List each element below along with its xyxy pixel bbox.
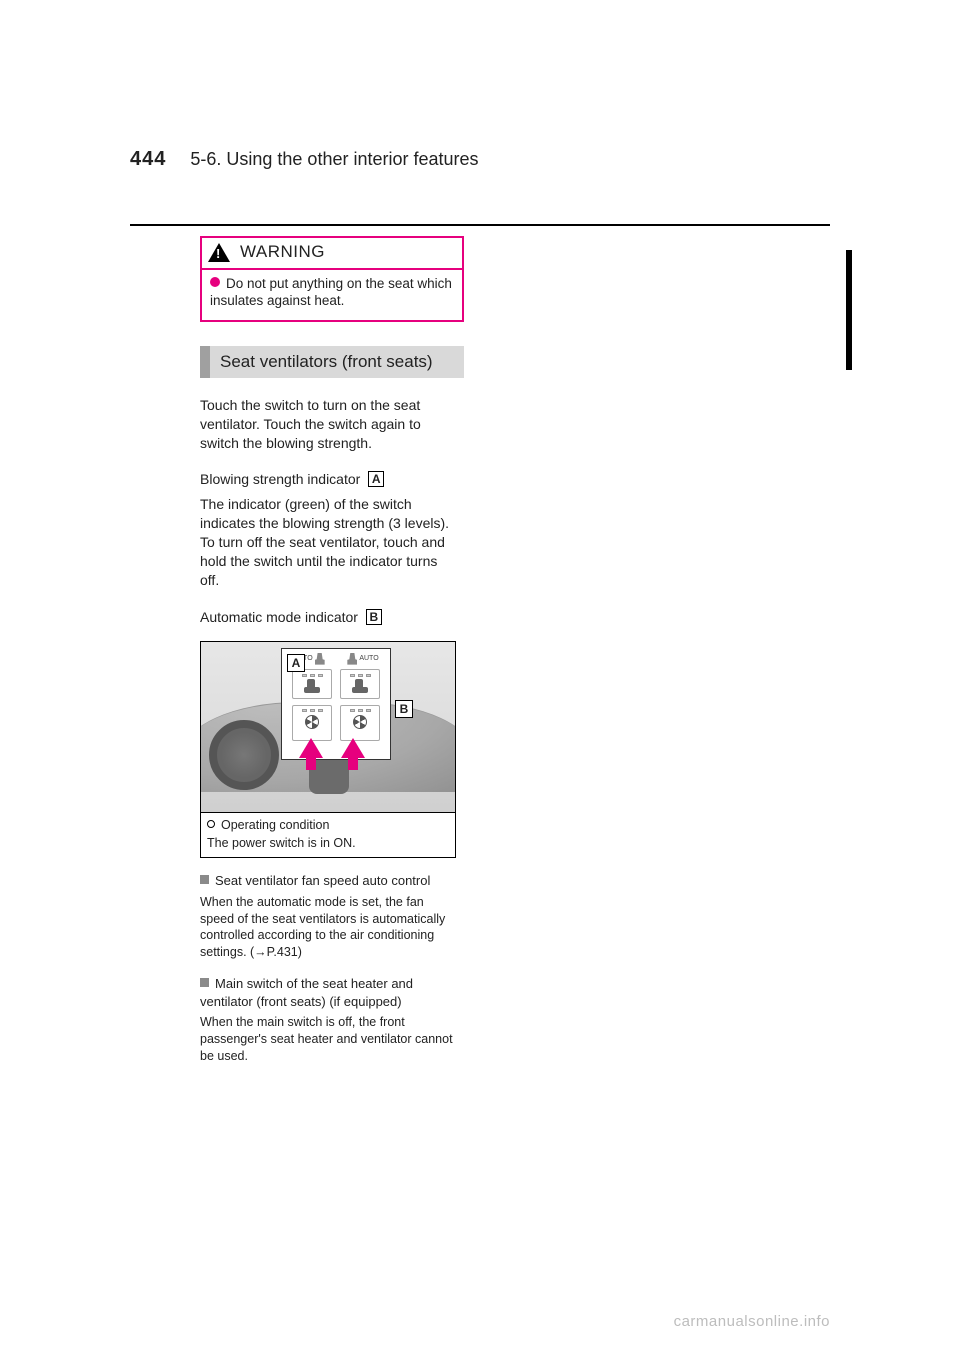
square-bullet-icon — [200, 875, 209, 884]
sub-section-2: Main switch of the seat heater and venti… — [200, 975, 456, 1065]
figure-caption: Operating condition The power switch is … — [201, 812, 455, 858]
heater-leds-right — [350, 674, 371, 677]
seat-heat-icon — [315, 653, 325, 665]
left-column: WARNING Do not put anything on the seat … — [200, 236, 480, 1065]
heated-seat-icon — [304, 679, 320, 693]
control-panel-figure: AUTO AUTO — [200, 641, 456, 859]
sub2-body: When the main switch is off, the front p… — [200, 1014, 456, 1065]
steering-wheel-icon — [209, 720, 279, 790]
heated-seat-icon — [352, 679, 368, 693]
pink-arrow-left-icon — [299, 738, 323, 758]
sub1-title-row: Seat ventilator fan speed auto control — [200, 872, 456, 890]
warning-text: Do not put anything on the seat which in… — [210, 276, 452, 308]
label-B-icon: B — [366, 609, 382, 625]
label-B-paragraph: Automatic mode indicator B — [200, 608, 456, 627]
sub2-title-row: Main switch of the seat heater and venti… — [200, 975, 456, 1010]
header-rule — [130, 224, 830, 226]
intro-paragraph: Touch the switch to turn on the seat ven… — [200, 396, 456, 453]
warning-box: WARNING Do not put anything on the seat … — [200, 236, 464, 322]
auto-right: AUTO — [347, 653, 378, 665]
warning-bullet-icon — [210, 277, 220, 287]
ventilator-switch-left — [292, 705, 332, 741]
sub1-title: Seat ventilator fan speed auto control — [215, 873, 430, 888]
chapter-title: 5-6. Using the other interior features — [190, 149, 478, 170]
sub-section-1: Seat ventilator fan speed auto control W… — [200, 872, 456, 961]
label-A-paragraph: Blowing strength indicator A — [200, 470, 456, 489]
heater-leds-left — [302, 674, 323, 677]
ventilator-switch-row — [282, 703, 390, 743]
page-number: 444 — [130, 148, 166, 171]
blowing-strength-label: Blowing strength indicator — [200, 471, 360, 487]
figure-image: AUTO AUTO — [201, 642, 455, 812]
sub1-body: When the automatic mode is set, the fan … — [200, 894, 456, 962]
figure-label-B: B — [395, 700, 413, 718]
caption-title: Operating condition — [207, 817, 449, 833]
label-A-icon: A — [368, 471, 384, 487]
section-title: Seat ventilators (front seats) — [220, 352, 433, 372]
page: 444 5-6. Using the other interior featur… — [0, 0, 960, 1358]
pink-arrow-right-icon — [341, 738, 365, 758]
vent-leds-right — [350, 709, 371, 712]
section-title-bar: Seat ventilators (front seats) — [200, 346, 464, 378]
heater-switch-right — [340, 669, 380, 699]
warning-triangle-icon — [208, 243, 230, 262]
heater-switch-left — [292, 669, 332, 699]
warning-header: WARNING — [202, 238, 462, 270]
page-header: 444 5-6. Using the other interior featur… — [130, 148, 830, 171]
warning-title: WARNING — [240, 242, 325, 262]
sub2-title: Main switch of the seat heater and venti… — [200, 976, 413, 1009]
warning-body: Do not put anything on the seat which in… — [202, 270, 462, 320]
vent-leds-left — [302, 709, 323, 712]
ventilator-switch-right — [340, 705, 380, 741]
square-bullet-icon — [200, 978, 209, 987]
watermark-text: carmanualsonline.info — [674, 1313, 830, 1330]
auto-right-label: AUTO — [359, 655, 378, 662]
figure-label-A: A — [287, 654, 305, 672]
A-description: The indicator (green) of the switch indi… — [200, 495, 456, 589]
auto-indicator-text: Automatic mode indicator — [200, 609, 358, 625]
heater-switch-row — [282, 667, 390, 703]
fan-icon — [353, 715, 367, 729]
seat-heat-icon — [347, 653, 357, 665]
fan-icon — [305, 715, 319, 729]
caption-body: The power switch is in ON. — [207, 835, 449, 851]
section-side-tab — [846, 250, 852, 370]
